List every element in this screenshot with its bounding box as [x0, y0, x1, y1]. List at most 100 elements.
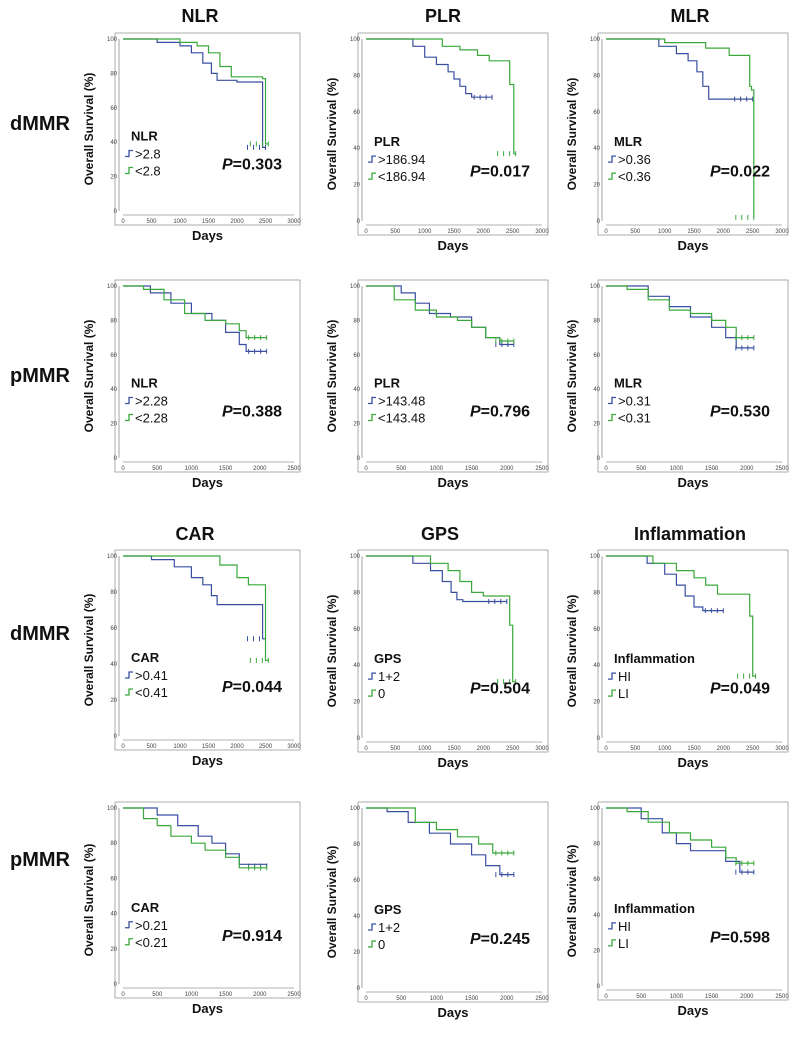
km-panel-dmmr-car: 0 500 1000 1500 2000 2500 3000 0 20 40 60 80 100 Over… [82, 549, 301, 768]
km-panel-dmmr-nlr: 0 500 1000 1500 2000 2500 3000 0 20 40 60 80 100 Over… [82, 32, 301, 243]
legend-swatch-high [125, 149, 133, 158]
legend-title: GPS [374, 902, 402, 917]
p-symbol: P [222, 679, 233, 696]
km-panel-dmmr-gps: 0 500 1000 1500 2000 2500 3000 0 20 40 60 80 100 Over… [325, 549, 549, 770]
legend-item: >0.21 [135, 918, 168, 933]
y-tick-label: 60 [353, 110, 360, 116]
legend-item: 0 [378, 686, 385, 701]
y-axis-label: Overall Survival (%) [565, 595, 579, 708]
plot-frame [357, 32, 549, 236]
p-value-number: =0.796 [481, 403, 530, 420]
legend-item: >186.94 [378, 152, 425, 167]
plot-frame [357, 549, 549, 753]
legend-swatch-low [125, 688, 133, 696]
x-tick-label: 3000 [775, 746, 789, 752]
x-tick-label: 1000 [418, 229, 432, 235]
x-tick-label: 0 [604, 466, 608, 472]
legend-item: <2.8 [135, 164, 161, 179]
x-axis-label: Days [437, 755, 468, 770]
x-tick-label: 1500 [202, 744, 216, 750]
x-tick-label: 0 [121, 992, 125, 998]
x-tick-label: 1500 [219, 992, 233, 998]
legend-title: NLR [131, 129, 158, 144]
x-axis-label: Days [437, 475, 468, 490]
y-tick-label: 60 [353, 353, 360, 359]
col-title-gps: GPS [421, 524, 459, 544]
y-tick-label: 0 [357, 219, 361, 225]
x-tick-label: 2000 [253, 466, 267, 472]
legend-item: 1+2 [378, 669, 400, 684]
y-tick-label: 60 [593, 110, 600, 116]
survival-curve-low [606, 555, 756, 677]
p-value-number: =0.303 [233, 156, 282, 173]
legend-item: <0.36 [618, 169, 651, 184]
survival-curve-high [366, 38, 493, 98]
y-tick-label: 20 [593, 948, 600, 954]
p-value: P=0.504 [470, 680, 530, 697]
y-tick-label: 80 [593, 73, 600, 79]
x-tick-label: 2500 [259, 219, 273, 225]
x-tick-label: 3000 [775, 229, 789, 235]
km-panel-pmmr-nlr: 0 500 1000 1500 2000 2500 0 20 40 60 80 100 Overall … [82, 279, 301, 490]
legend-swatch-low [608, 413, 616, 422]
p-value: P=0.245 [470, 931, 530, 948]
row-label-pmmr-2: pMMR [10, 849, 71, 871]
y-tick-label: 100 [590, 284, 601, 290]
x-tick-label: 500 [636, 466, 647, 472]
legend-swatch-high [368, 923, 376, 931]
legend-swatch-low [368, 689, 376, 697]
y-tick-label: 40 [353, 914, 360, 920]
y-tick-label: 80 [110, 841, 117, 847]
legend-item: <0.21 [135, 935, 168, 950]
x-tick-label: 0 [364, 746, 368, 752]
x-tick-label: 3000 [535, 746, 549, 752]
y-tick-label: 100 [590, 554, 601, 560]
survival-curve-low [123, 807, 267, 869]
legend-item: >0.31 [618, 394, 651, 409]
x-tick-label: 2500 [535, 466, 549, 472]
p-symbol: P [222, 928, 233, 945]
legend-swatch-low [368, 413, 376, 422]
x-tick-label: 2000 [740, 994, 754, 1000]
x-axis-label: Days [192, 228, 223, 243]
survival-curve-high [123, 285, 267, 352]
p-value: P=0.914 [222, 928, 282, 945]
x-tick-label: 0 [604, 746, 608, 752]
plot-frame [114, 32, 301, 226]
y-tick-label: 0 [597, 736, 601, 742]
p-value: P=0.388 [222, 403, 282, 420]
survival-curve-high [123, 555, 266, 640]
plot-frame [597, 32, 789, 236]
legend-swatch-low [608, 939, 616, 947]
y-tick-label: 60 [593, 353, 600, 359]
survival-curve-high [606, 38, 753, 100]
y-tick-label: 20 [593, 700, 600, 706]
x-tick-label: 3000 [287, 744, 301, 750]
p-value-number: =0.245 [481, 931, 530, 948]
x-axis-label: Days [677, 755, 708, 770]
survival-curve-low [606, 807, 754, 864]
legend-item: HI [618, 919, 631, 934]
survival-curve-high [606, 807, 754, 873]
row-label-dmmr-1: dMMR [10, 113, 71, 135]
y-tick-label: 40 [110, 662, 117, 668]
legend-swatch-low [608, 172, 616, 180]
x-tick-label: 1500 [687, 746, 701, 752]
legend-title: NLR [131, 376, 158, 391]
p-symbol: P [710, 930, 721, 947]
legend-item: >0.41 [135, 668, 168, 683]
legend-item: LI [618, 936, 629, 951]
legend-item: HI [618, 669, 631, 684]
p-symbol: P [222, 156, 233, 173]
y-tick-label: 100 [107, 284, 118, 290]
plot-frame [114, 279, 301, 473]
survival-curve-low [123, 555, 269, 661]
y-tick-label: 20 [110, 175, 117, 181]
survival-curve-high [366, 807, 514, 876]
x-tick-label: 1000 [430, 996, 444, 1002]
plot-frame [597, 279, 789, 473]
x-tick-label: 2000 [477, 229, 491, 235]
x-tick-label: 1500 [687, 229, 701, 235]
y-tick-label: 40 [593, 387, 600, 393]
